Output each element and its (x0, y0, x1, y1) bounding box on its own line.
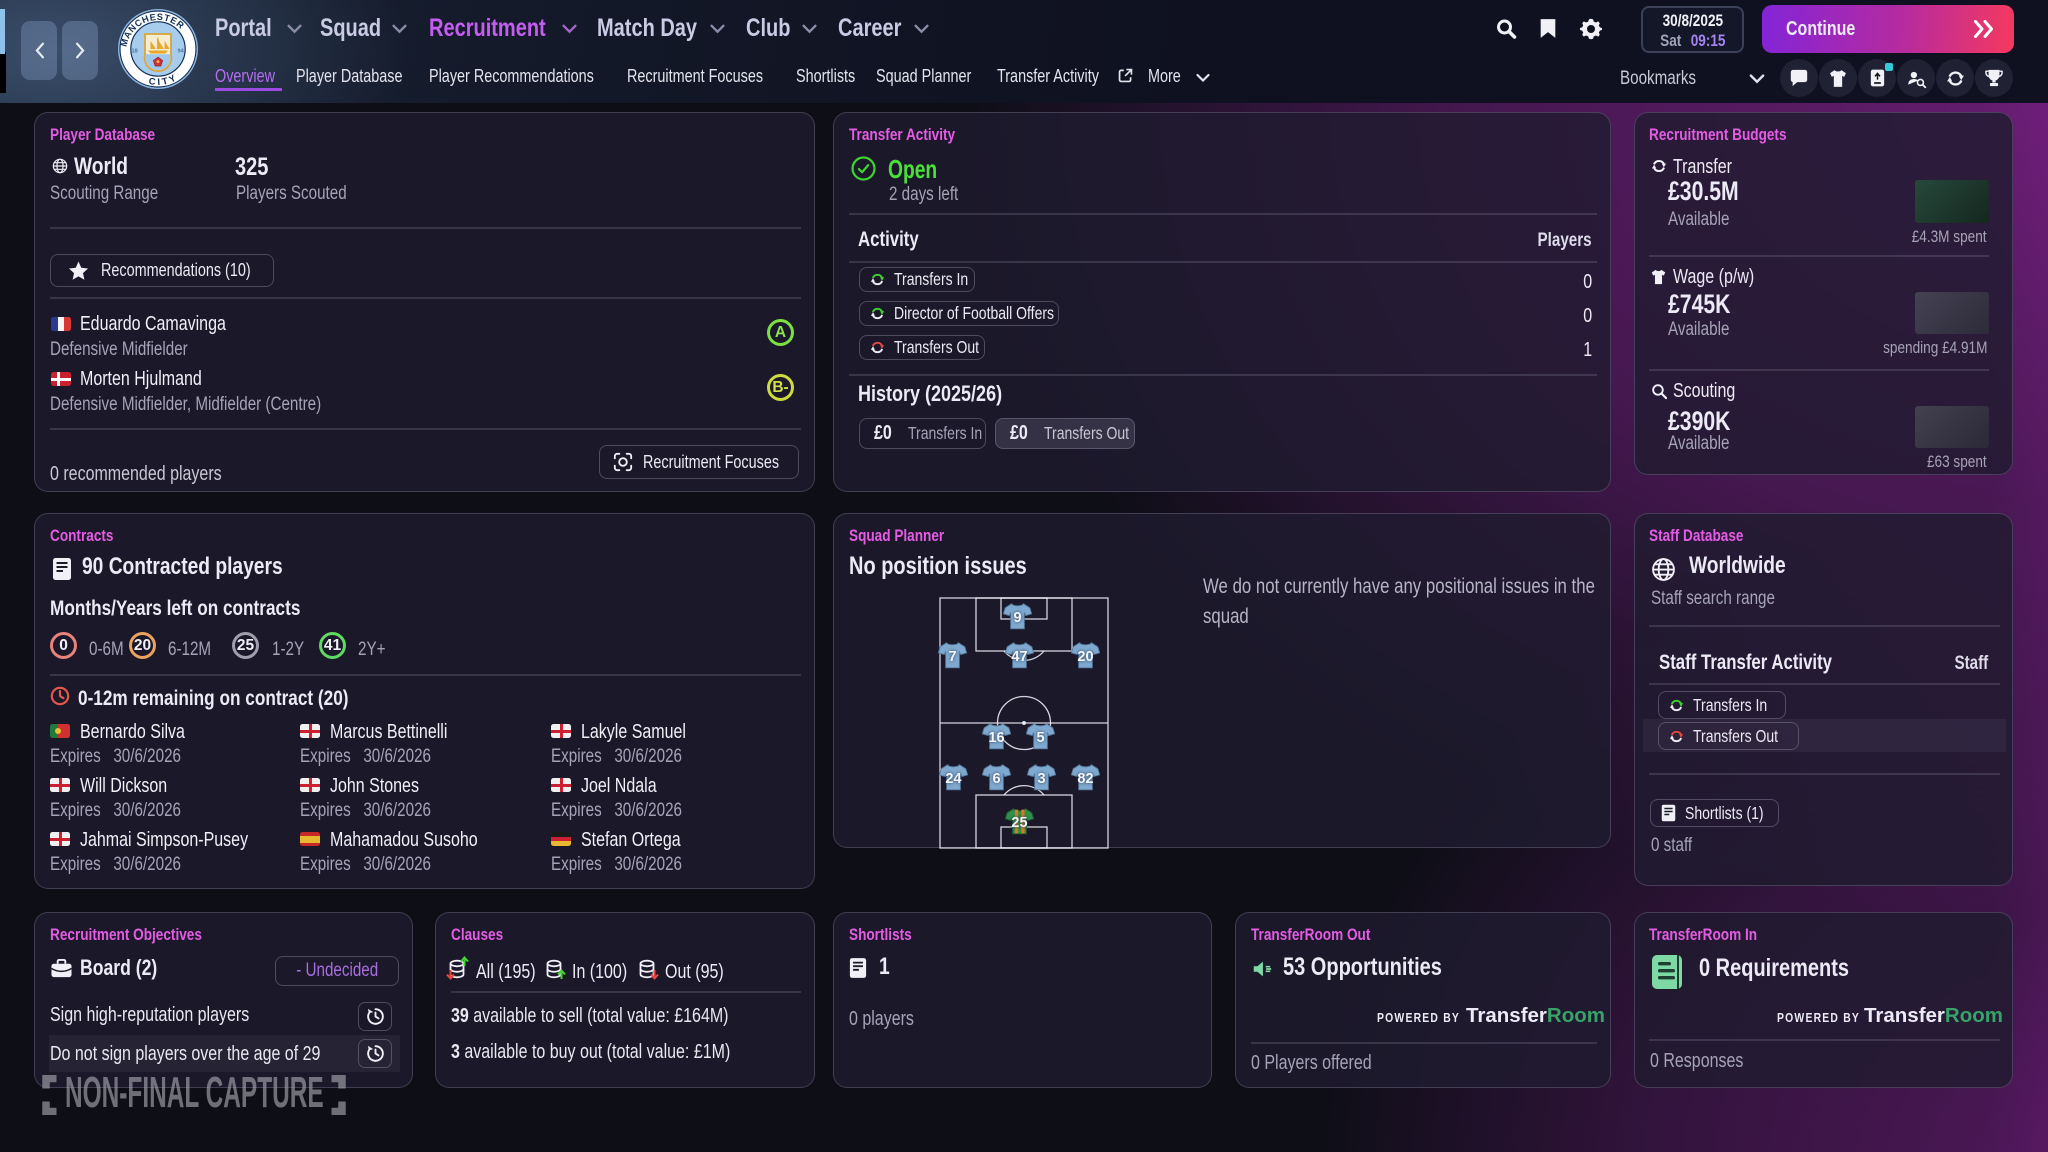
svg-text:18: 18 (132, 49, 138, 55)
svg-text:94: 94 (178, 49, 185, 55)
